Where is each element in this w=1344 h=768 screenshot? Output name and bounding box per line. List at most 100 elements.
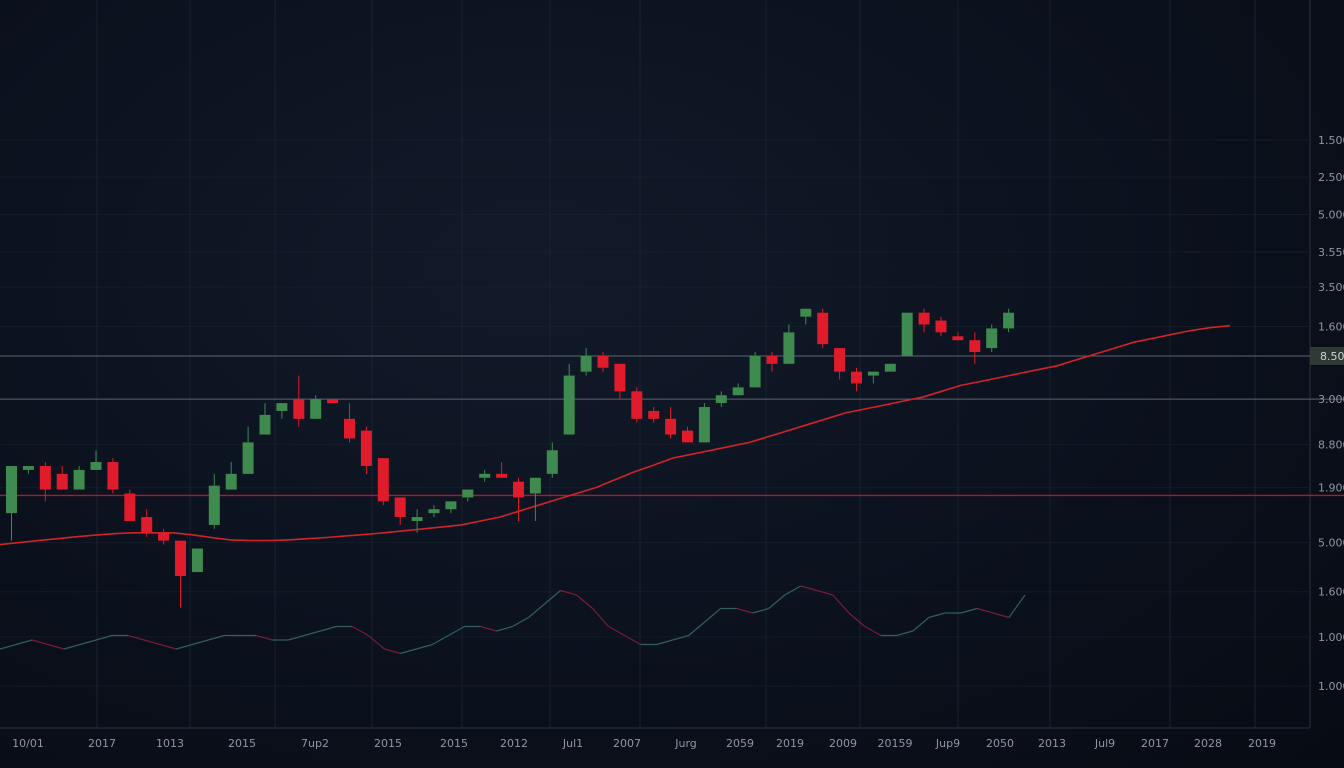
indicator-segment [864, 625, 882, 637]
candle-body [867, 371, 879, 376]
candle [1003, 308, 1015, 333]
moving-average-layer [0, 324, 1231, 546]
candle-body [1003, 312, 1015, 329]
y-tick-label: 3.550 [1318, 246, 1344, 259]
candle [22, 465, 34, 474]
indicator-segment [912, 617, 930, 632]
y-tick-label: 1.600 [1318, 586, 1344, 599]
candle [107, 458, 119, 494]
candle [800, 308, 812, 325]
indicator-segment [480, 625, 497, 632]
candle [327, 399, 339, 404]
candle [867, 371, 879, 384]
candles-layer [6, 308, 1015, 608]
candle-body [563, 375, 575, 435]
candle-body [884, 363, 896, 372]
indicator-segment [528, 603, 545, 618]
candle-body [344, 418, 355, 439]
candle-body [445, 501, 457, 510]
candle-body [394, 497, 406, 518]
candle [631, 387, 643, 423]
grid-layer [0, 0, 1311, 729]
candle [191, 548, 203, 573]
candle [90, 450, 102, 470]
y-tick-label: 2.500 [1318, 171, 1344, 184]
candle-body [293, 399, 305, 419]
candle-body [259, 414, 271, 435]
candle [513, 477, 524, 521]
candle-body [682, 430, 693, 443]
indicator-segment [544, 590, 561, 605]
indicator-segment [143, 639, 161, 646]
y-tick-label: 5.000 [1318, 537, 1344, 550]
candle [884, 363, 896, 372]
candle-body [107, 462, 119, 490]
x-tick-label: 2028 [1194, 737, 1222, 750]
y-tick-label: 1.000 [1318, 680, 1344, 693]
indicator-segment [736, 607, 753, 614]
candle-body [580, 355, 592, 372]
candle [310, 395, 322, 419]
candle-body [698, 407, 710, 443]
indicator-segment [576, 594, 593, 609]
indicator-segment [656, 639, 673, 646]
candle-body [597, 355, 609, 368]
candle-body [732, 387, 744, 396]
candle [124, 489, 136, 521]
candle [732, 383, 744, 396]
candle-body [631, 391, 643, 419]
candle-body [56, 473, 68, 490]
candle [783, 324, 795, 364]
candle [986, 324, 998, 353]
indicator-segment [127, 634, 145, 641]
candle-body [851, 371, 862, 384]
candle [901, 312, 913, 356]
candle-body [360, 430, 372, 466]
indicator-segment [960, 607, 978, 614]
candle [73, 465, 85, 490]
candle [225, 462, 237, 490]
candle-body [766, 355, 778, 364]
candle-body [546, 450, 558, 474]
candle-body [124, 493, 136, 521]
x-tick-label: 2019 [776, 737, 804, 750]
price-tag [1310, 346, 1344, 365]
candle [259, 403, 271, 435]
candle [597, 352, 609, 372]
indicator-segment [496, 625, 513, 632]
candle-body [6, 465, 17, 514]
indicator-segment [976, 607, 994, 614]
candle-body [191, 548, 203, 573]
indicator-segment [208, 634, 225, 641]
reference-lines [0, 355, 1344, 497]
indicator-segment [352, 625, 369, 637]
candle [546, 442, 558, 478]
candle [141, 509, 153, 537]
indicator-segment [512, 616, 529, 628]
indicator-segment [560, 589, 577, 596]
indicator-segment [832, 594, 850, 614]
x-tick-label: Jup9 [935, 737, 960, 750]
candle-body [783, 332, 795, 364]
indicator-segment [367, 635, 385, 650]
candle [175, 540, 186, 608]
candle [834, 348, 846, 380]
indicator-segment [816, 589, 833, 596]
indicator-segment [768, 594, 786, 609]
indicator-segment [1008, 594, 1026, 618]
x-tick-label: 20159 [878, 737, 913, 750]
x-tick-label: 7up2 [301, 737, 329, 750]
x-tick-label: 2015 [228, 737, 256, 750]
indicator-segment [608, 625, 625, 637]
candle [428, 505, 440, 518]
indicator-segment [15, 639, 33, 646]
x-tick-label: 2019 [1248, 737, 1276, 750]
candle [56, 465, 68, 490]
candle-body [327, 399, 339, 404]
indicator-segment [192, 639, 209, 646]
candle [445, 501, 457, 514]
indicator-segment [688, 621, 706, 636]
candle-body [377, 458, 389, 502]
candle-body [496, 473, 508, 478]
indicator-segment [320, 625, 337, 632]
